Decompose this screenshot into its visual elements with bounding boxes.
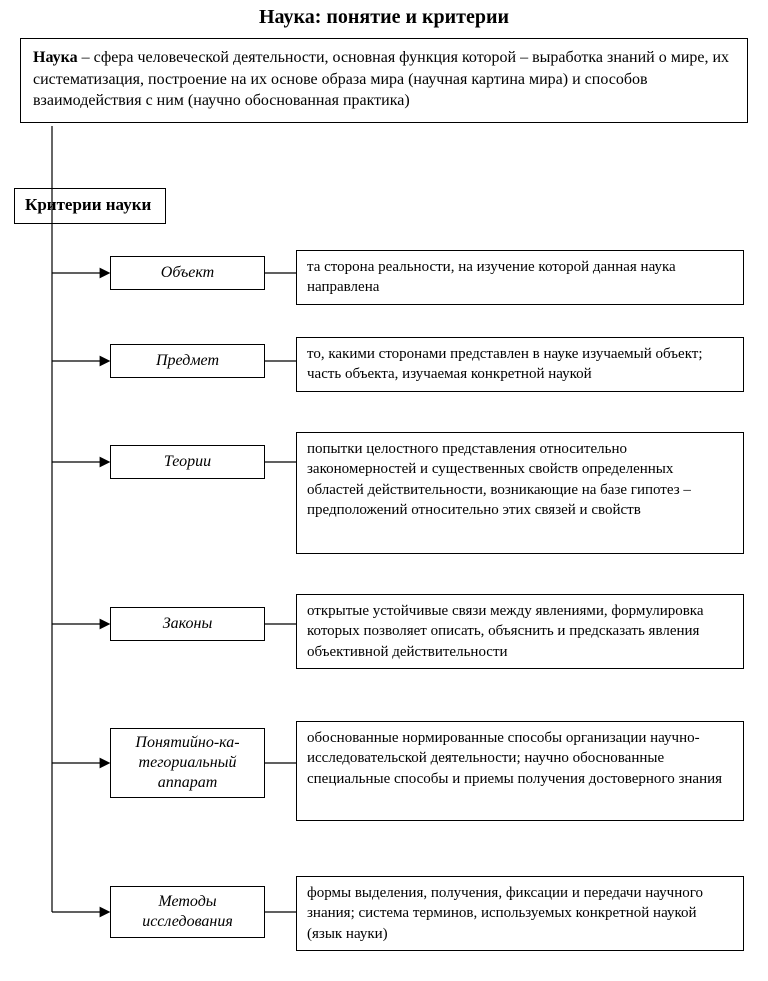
criterion-label: Методы исследования bbox=[110, 886, 265, 938]
definition-box: Наука – сфера человеческой деятельности,… bbox=[20, 38, 748, 123]
criterion-description: обоснованные нормированные способы орган… bbox=[296, 721, 744, 821]
criterion-label: Объект bbox=[110, 256, 265, 290]
page-title: Наука: понятие и критерии bbox=[0, 0, 768, 29]
criterion-label: Предмет bbox=[110, 344, 265, 378]
criterion-description: открытые устойчивые связи между явлениям… bbox=[296, 594, 744, 669]
criterion-label: Теории bbox=[110, 445, 265, 479]
criterion-description: та сторона реальности, на изучение котор… bbox=[296, 250, 744, 305]
criteria-title-box: Критерии науки bbox=[14, 188, 166, 224]
definition-text: – сфера человеческой деятельности, основ… bbox=[33, 49, 729, 109]
criterion-description: то, какими сторонами представлен в науке… bbox=[296, 337, 744, 392]
definition-term: Наука bbox=[33, 49, 78, 66]
criterion-label: Законы bbox=[110, 607, 265, 641]
criterion-label: Понятийно-ка-тегориальный аппарат bbox=[110, 728, 265, 798]
criterion-description: формы выделения, получения, фиксации и п… bbox=[296, 876, 744, 951]
diagram-canvas: Наука: понятие и критерии Наука – сфера … bbox=[0, 0, 768, 981]
criterion-description: попытки целостного представления относит… bbox=[296, 432, 744, 554]
